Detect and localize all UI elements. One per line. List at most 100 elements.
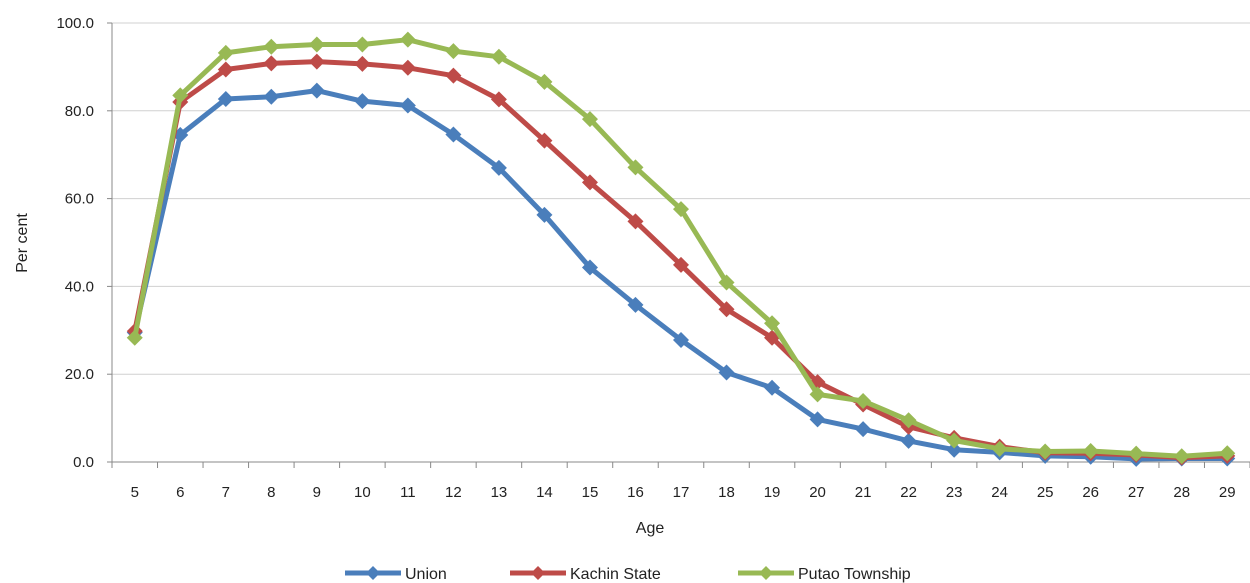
x-tick-label: 24 <box>991 484 1008 501</box>
legend-marker <box>759 566 773 580</box>
data-point-marker <box>445 43 462 60</box>
x-tick-label: 26 <box>1082 484 1099 501</box>
x-tick-label: 28 <box>1173 484 1190 501</box>
data-point-marker <box>490 48 507 65</box>
data-point-marker <box>536 73 553 90</box>
data-point-marker <box>1082 443 1099 460</box>
data-point-marker <box>308 82 325 99</box>
gridlines <box>112 22 1250 375</box>
x-tick-label: 12 <box>445 484 462 501</box>
legend-label: Union <box>405 566 447 583</box>
data-point-marker <box>946 441 963 458</box>
x-tick-label: 19 <box>764 484 781 501</box>
x-tick-label: 29 <box>1219 484 1236 501</box>
x-tick-label: 6 <box>176 484 184 501</box>
data-point-marker <box>900 412 917 429</box>
data-point-marker <box>354 55 371 72</box>
data-point-marker <box>217 61 234 78</box>
y-tick-label: 40.0 <box>65 278 94 295</box>
x-tick-label: 5 <box>131 484 139 501</box>
x-tick-label: 25 <box>1037 484 1054 501</box>
y-axis-ticks: 0.0 20.0 40.0 60.0 80.0 100.0 <box>56 15 94 471</box>
x-tick-label: 14 <box>536 484 553 501</box>
data-point-marker <box>217 44 234 61</box>
series-kachin-state <box>126 53 1236 466</box>
data-point-marker <box>354 93 371 110</box>
data-point-marker <box>263 38 280 55</box>
data-point-marker <box>855 392 872 409</box>
x-tick-label: 17 <box>673 484 690 501</box>
data-point-marker <box>308 53 325 70</box>
series-union <box>126 82 1236 467</box>
data-point-marker <box>900 432 917 449</box>
data-point-marker <box>946 432 963 449</box>
legend: Union Kachin State Putao Township <box>345 566 911 583</box>
data-point-marker <box>764 315 781 332</box>
x-tick-label: 9 <box>313 484 321 501</box>
data-point-marker <box>399 59 416 76</box>
data-point-marker <box>627 159 644 176</box>
x-axis: 5 6 7 8 9 10 11 12 13 14 15 16 17 18 19 20 21 22 23 24 25 26 2… <box>107 22 1250 501</box>
data-point-marker <box>445 126 462 143</box>
x-tick-label: 27 <box>1128 484 1145 501</box>
y-tick-label: 60.0 <box>65 191 94 208</box>
data-point-marker <box>126 329 143 346</box>
x-tick-label: 11 <box>400 484 416 501</box>
data-point-marker <box>536 132 553 149</box>
data-point-marker <box>627 296 644 313</box>
data-point-marker <box>172 87 189 104</box>
data-point-marker <box>581 259 598 276</box>
series-line <box>132 88 1230 462</box>
data-point-marker <box>1128 445 1145 462</box>
data-point-marker <box>399 31 416 48</box>
data-point-marker <box>764 379 781 396</box>
data-point-marker <box>445 67 462 84</box>
x-tick-label: 15 <box>582 484 599 501</box>
data-point-marker <box>809 386 826 403</box>
x-tick-label: 21 <box>855 484 872 501</box>
x-tick-label: 22 <box>900 484 917 501</box>
data-point-marker <box>718 301 735 318</box>
x-tick-label: 10 <box>354 484 371 501</box>
x-tick-label: 8 <box>267 484 275 501</box>
legend-marker <box>531 566 545 580</box>
data-point-marker <box>308 36 325 53</box>
legend-label: Putao Township <box>798 566 911 583</box>
data-point-marker <box>581 174 598 191</box>
data-point-marker <box>490 159 507 176</box>
y-tick-label: 100.0 <box>56 15 94 32</box>
data-point-marker <box>354 36 371 53</box>
data-point-marker <box>809 411 826 428</box>
data-point-marker <box>263 55 280 72</box>
x-tick-label: 7 <box>222 484 230 501</box>
data-point-marker <box>718 364 735 381</box>
x-tick-label: 13 <box>491 484 508 501</box>
y-axis-title: Per cent <box>14 213 31 273</box>
x-axis-title: Age <box>636 520 665 537</box>
data-point-marker <box>1219 445 1236 462</box>
y-tick-label: 80.0 <box>65 103 94 120</box>
data-point-marker <box>1173 448 1190 465</box>
data-point-marker <box>581 111 598 128</box>
data-point-marker <box>673 331 689 348</box>
data-point-marker <box>855 421 872 438</box>
x-tick-label: 16 <box>627 484 644 501</box>
data-point-marker <box>673 201 689 218</box>
data-point-marker <box>217 90 234 107</box>
y-tick-label: 20.0 <box>65 366 94 383</box>
series-lines <box>126 31 1236 467</box>
data-point-marker <box>263 88 280 105</box>
data-point-marker <box>536 206 553 223</box>
data-point-marker <box>991 440 1008 457</box>
legend-label: Kachin State <box>570 566 661 583</box>
series-putao-township <box>126 31 1236 465</box>
data-point-marker <box>718 274 735 291</box>
data-point-marker <box>490 91 507 108</box>
data-point-marker <box>673 256 689 273</box>
data-point-marker <box>399 97 416 114</box>
x-tick-label: 20 <box>809 484 826 501</box>
data-point-marker <box>1037 443 1054 460</box>
legend-marker <box>366 566 380 580</box>
y-tick-label: 0.0 <box>73 454 94 471</box>
